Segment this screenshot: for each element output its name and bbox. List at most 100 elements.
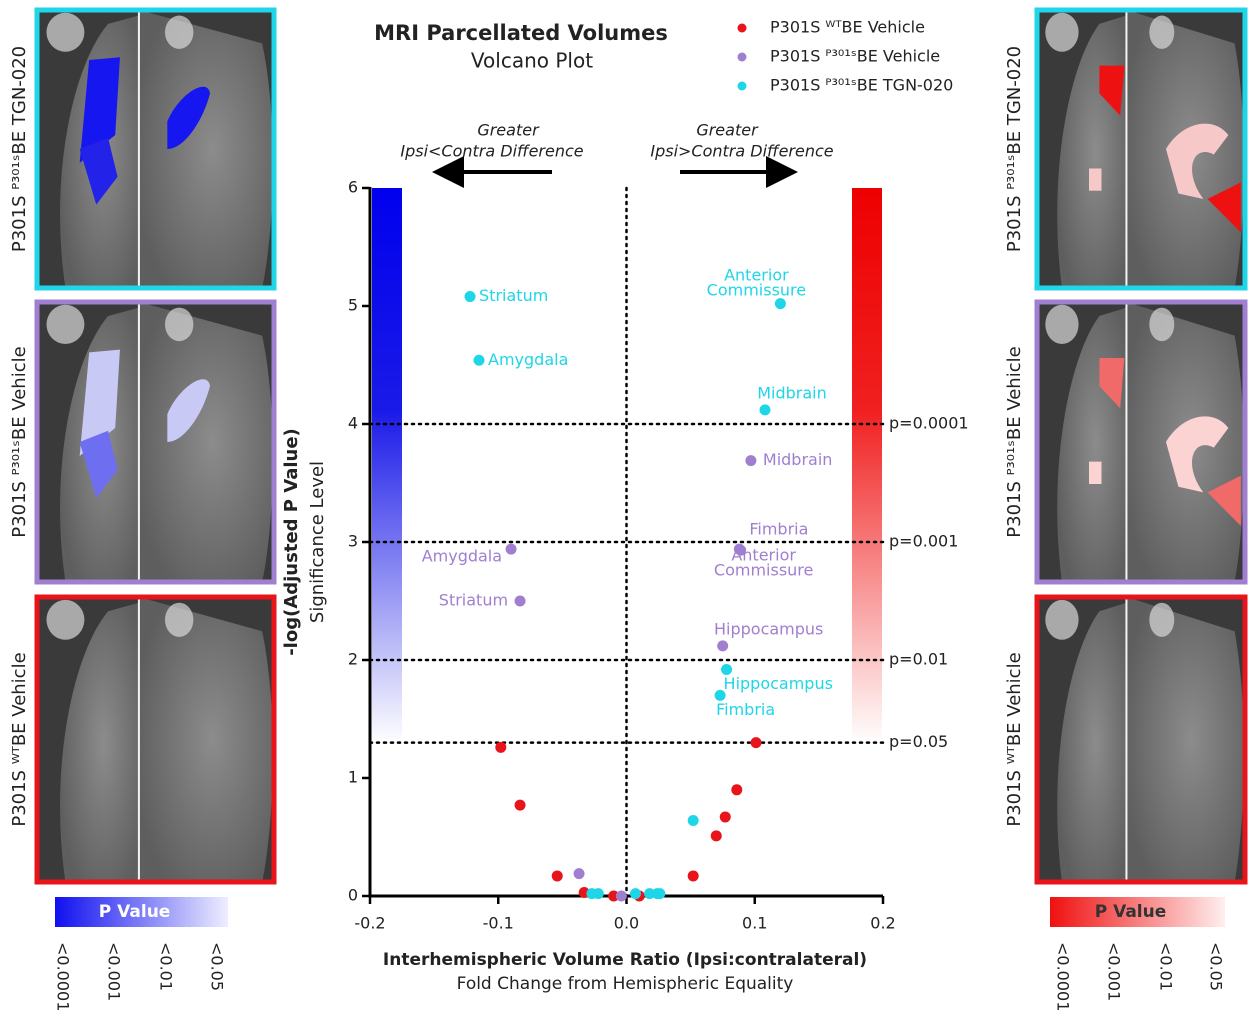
legend-label: P301S ᴾ³⁰¹ˢBE TGN-020 [770, 76, 953, 95]
x-tick-label: -0.2 [354, 914, 385, 933]
colorbar-tick-label: <0.0001 [54, 942, 73, 1011]
data-point [495, 741, 507, 753]
brain-right [138, 10, 273, 288]
eye [46, 12, 85, 52]
brain-right [138, 302, 273, 582]
brain-left [60, 602, 139, 882]
point-label: Hippocampus [724, 674, 833, 693]
reference-label: p=0.05 [889, 732, 948, 751]
colorbar [55, 897, 228, 927]
panel-border [34, 594, 277, 885]
x-axis-subtitle: Fold Change from Hemispheric Equality [457, 974, 794, 994]
data-point [731, 784, 743, 796]
eye [1045, 304, 1079, 344]
y-axis-subtitle: Significance Level [307, 461, 328, 623]
point-label: Midbrain [763, 450, 833, 469]
y-tick-label: 4 [348, 414, 358, 433]
legend-label: P301S ᴾ³⁰¹ˢBE Vehicle [770, 47, 940, 66]
point-label: Striatum [439, 591, 508, 610]
colorbar-title: P Value [99, 902, 171, 922]
x-tick-label: -0.1 [483, 914, 514, 933]
panel-label: P301S ᴾ³⁰¹ˢBE Vehicle [9, 346, 30, 537]
eye [1045, 12, 1079, 52]
panel-border [34, 7, 277, 291]
data-point [615, 890, 627, 902]
panel-label: P301S ᴾ³⁰¹ˢBE Vehicle [1004, 346, 1025, 537]
y-tick-label: 2 [348, 650, 358, 669]
legend-label: P301S ᵂᵀBE Vehicle [770, 18, 925, 37]
significance-bar-red [852, 188, 882, 744]
region-hippocampus [1165, 416, 1229, 493]
y-tick-label: 1 [348, 768, 358, 787]
point-label: Striatum [479, 286, 548, 305]
data-point [745, 455, 757, 467]
data-point [735, 544, 747, 556]
region-fimbria [1089, 168, 1102, 191]
mri-panel: P301S ᵂᵀBE Vehicle [9, 594, 277, 885]
data-point [573, 868, 585, 880]
data-point [714, 689, 726, 701]
legend-marker [737, 81, 747, 91]
data-point [473, 354, 485, 366]
brain-right [138, 597, 273, 882]
data-point [514, 799, 526, 811]
eye [164, 602, 194, 637]
data-point [551, 870, 563, 882]
region-fimbria [1089, 461, 1102, 484]
data-point [750, 737, 762, 749]
point-label: Amygdala [422, 547, 502, 566]
reference-label: p=0.001 [889, 532, 958, 551]
colorbar-tick-label: <0.001 [1105, 942, 1124, 1001]
region-striatum-r [167, 379, 211, 442]
legend-marker [737, 23, 747, 33]
panel-border [1034, 594, 1248, 885]
brain-right [1126, 597, 1245, 882]
data-point [719, 811, 731, 823]
data-point [464, 291, 476, 303]
data-point [687, 870, 699, 882]
chart-title: MRI Parcellated Volumes [374, 21, 668, 45]
data-point [710, 830, 722, 842]
region-striatum [79, 57, 120, 163]
point-label: Amygdala [488, 350, 568, 369]
y-tick-label: 3 [348, 532, 358, 551]
mri-panel: P301S ᴾ³⁰¹ˢBE Vehicle [9, 299, 277, 585]
point-label: Fimbria [716, 700, 775, 719]
region-midbrain [1207, 475, 1241, 526]
annotation: Ipsi>Contra Difference [650, 142, 833, 161]
data-point [629, 888, 641, 900]
panel-label: P301S ᵂᵀBE Vehicle [9, 652, 30, 826]
mri-panel: P301S ᵂᵀBE Vehicle [1004, 594, 1248, 885]
eye [1149, 602, 1175, 637]
colorbar-title: P Value [1095, 902, 1167, 922]
mri-panel: P301S ᴾ³⁰¹ˢBE TGN-020 [9, 7, 277, 291]
colorbar-tick-label: <0.05 [208, 942, 227, 991]
reference-label: p=0.0001 [889, 414, 969, 433]
region-midbrain [1207, 182, 1241, 233]
data-point [505, 543, 517, 555]
panel-border [1034, 299, 1248, 585]
x-tick-label: 0.1 [742, 914, 767, 933]
region-hippocampus [1165, 123, 1229, 200]
panel-label: P301S ᴾ³⁰¹ˢBE TGN-020 [1004, 46, 1025, 252]
colorbar-tick-label: <0.01 [1157, 942, 1176, 991]
colorbar-tick-label: <0.01 [157, 942, 176, 991]
data-point [717, 640, 729, 652]
point-label: Anterior Commissure [707, 265, 806, 299]
data-point [514, 595, 526, 607]
y-tick-label: 0 [348, 886, 358, 905]
eye [1149, 307, 1175, 342]
data-point [654, 888, 666, 900]
point-label: Anterior Commissure [714, 545, 813, 579]
eye [1045, 599, 1079, 640]
reference-label: p=0.01 [889, 650, 948, 669]
eye [46, 304, 85, 344]
x-tick-label: 0.2 [870, 914, 895, 933]
eye [1149, 15, 1175, 49]
y-tick-label: 6 [348, 178, 358, 197]
region-amygdala [79, 137, 118, 205]
mri-panel: P301S ᴾ³⁰¹ˢBE TGN-020 [1004, 7, 1248, 291]
panel-label: P301S ᵂᵀBE Vehicle [1004, 652, 1025, 826]
colorbar-tick-label: <0.05 [1207, 942, 1226, 991]
